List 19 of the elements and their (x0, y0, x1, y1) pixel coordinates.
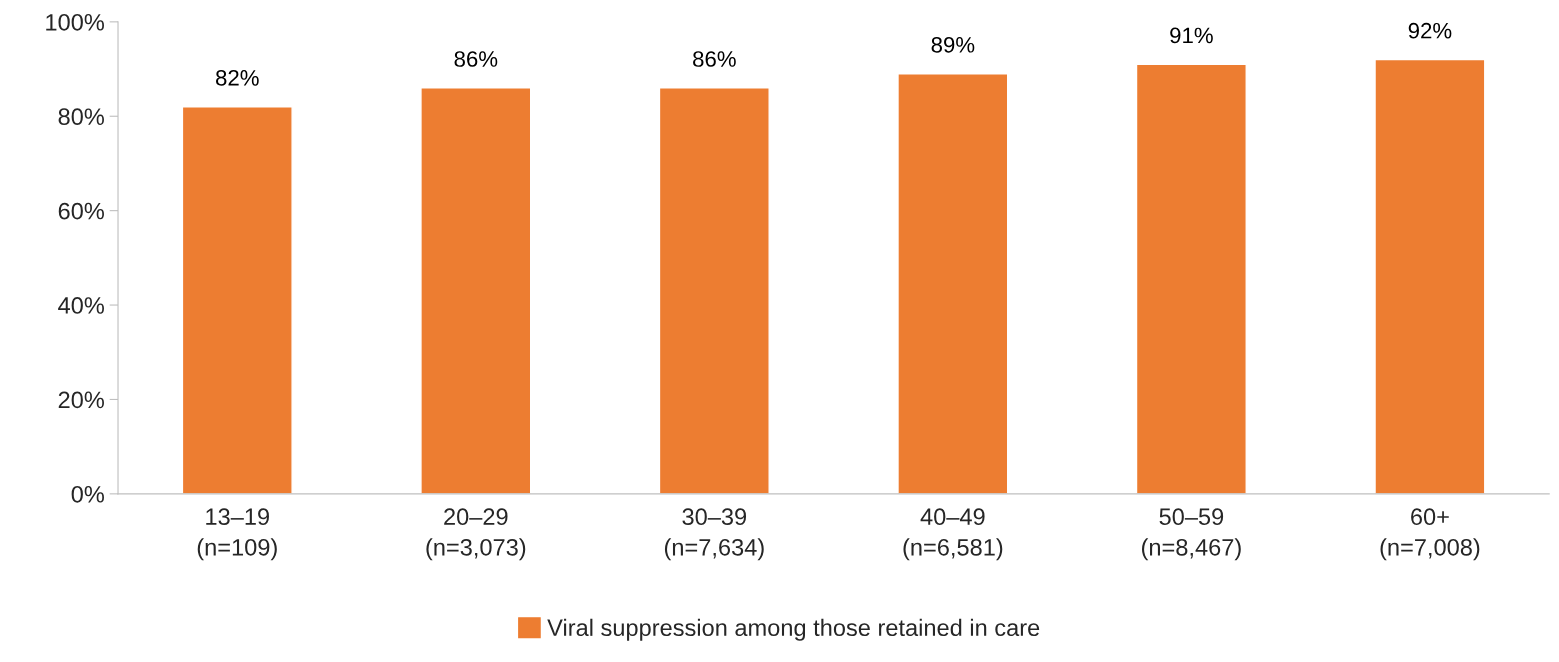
data-label: 86% (454, 51, 498, 67)
y-tick-label: 80% (58, 108, 104, 126)
x-tick-label: 40–49 (n=6,581) (903, 508, 1003, 561)
data-label: 89% (931, 36, 975, 53)
x-tick-label: 60+ (n=7,008) (1380, 508, 1480, 561)
data-label: 92% (1408, 22, 1452, 39)
data-label: 91% (1170, 27, 1213, 44)
y-tick-label: 60% (58, 202, 104, 220)
data-label: 82% (216, 70, 259, 86)
y-tick-label: 100% (46, 13, 104, 31)
y-tick-label: 40% (58, 297, 104, 314)
y-tick-label: 0% (71, 485, 104, 503)
legend-label: Viral suppression among those retained in care (547, 618, 1040, 641)
x-tick-label: 50–59 (n=8,467) (1141, 508, 1241, 561)
x-tick-label: 20–29 (n=3,073) (426, 508, 526, 561)
y-tick-label: 20% (58, 391, 104, 409)
x-tick-label: 30–39 (n=7,634) (664, 508, 764, 561)
x-tick-label: 13–19 (n=109) (197, 508, 277, 561)
data-label: 86% (693, 51, 736, 67)
